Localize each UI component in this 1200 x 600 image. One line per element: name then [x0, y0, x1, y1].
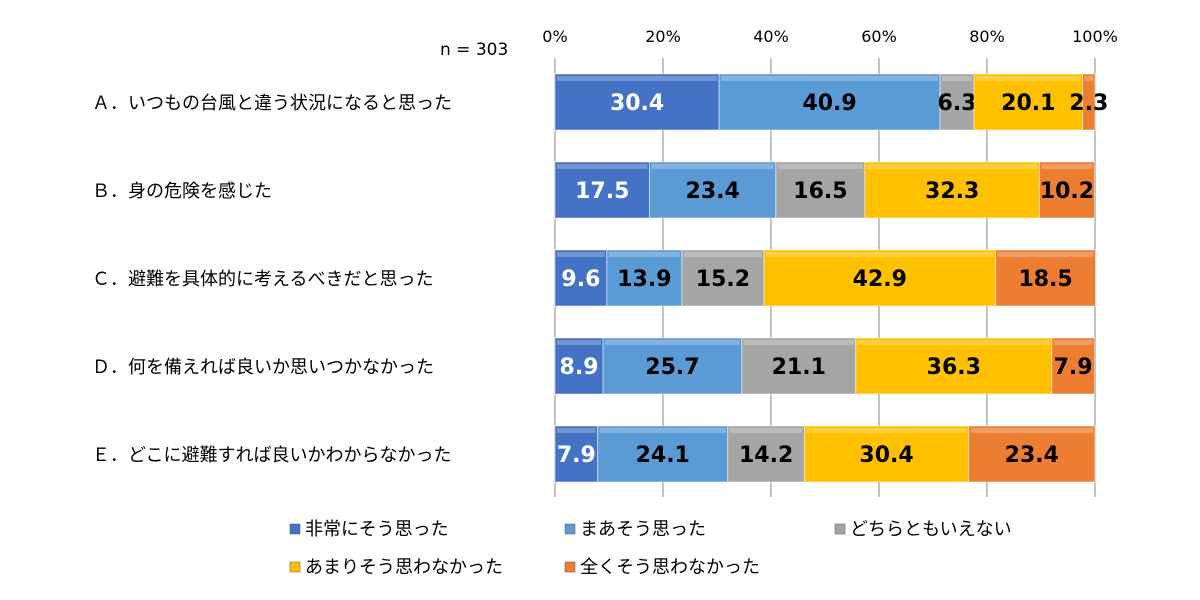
- bar-segment: [554, 73, 720, 131]
- data-label: 25.7: [645, 355, 699, 380]
- bar-segment: [995, 249, 1097, 307]
- data-label: 7.9: [557, 443, 596, 468]
- bar-segment: [554, 337, 604, 395]
- bar-segment: [602, 337, 743, 395]
- bar-segment: [973, 73, 1084, 131]
- bar-segment: [1051, 337, 1095, 395]
- bar-segment: [939, 73, 975, 131]
- legend-label: 全くそう思わなかった: [580, 557, 760, 578]
- legend-label: どちらともいえない: [850, 519, 1012, 540]
- data-label: 30.4: [610, 91, 664, 116]
- bar-bevel: [651, 164, 774, 169]
- data-label: 20.1: [1001, 91, 1055, 116]
- bar-bevel: [942, 76, 973, 81]
- category-label: Ｂ．身の危険を感じた: [92, 181, 272, 202]
- legend-label: まあそう思った: [580, 519, 706, 540]
- bar-bevel: [683, 252, 762, 257]
- bar-segment: [855, 337, 1053, 395]
- data-label: 36.3: [927, 355, 981, 380]
- data-label: 9.6: [561, 267, 600, 292]
- bar-bevel: [857, 340, 1050, 345]
- bar-segment: [1038, 161, 1095, 219]
- x-tick-label: 60%: [861, 27, 897, 46]
- data-label: 7.9: [1054, 355, 1093, 380]
- data-label: 16.5: [793, 179, 847, 204]
- data-label: 13.9: [617, 267, 671, 292]
- data-label: 42.9: [853, 267, 907, 292]
- data-label: 6.3: [938, 91, 977, 116]
- bar-bevel: [765, 252, 994, 257]
- legend-swatch: [564, 523, 576, 535]
- data-label: 14.2: [739, 443, 793, 468]
- bar-bevel: [976, 76, 1081, 81]
- bar-segment: [775, 161, 866, 219]
- bar-segment: [1082, 73, 1096, 131]
- bar-bevel: [557, 340, 602, 345]
- data-label: 21.1: [772, 355, 826, 380]
- data-label: 2.3: [1069, 91, 1108, 116]
- bar-segment: [649, 161, 777, 219]
- bar-segment: [597, 425, 729, 483]
- bar-segment: [763, 249, 997, 307]
- bar-bevel: [557, 428, 596, 433]
- data-label: 32.3: [925, 179, 979, 204]
- category-label: Ｃ．避難を具体的に考えるべきだと思った: [92, 269, 433, 290]
- bar-segment: [681, 249, 765, 307]
- bar-bevel: [997, 252, 1094, 257]
- data-label: 18.5: [1018, 267, 1072, 292]
- bar-segment: [554, 425, 599, 483]
- category-label: Ｅ．どこに避難すれば良いかわからなかった: [92, 445, 451, 466]
- bar-bevel: [1053, 340, 1093, 345]
- bar-bevel: [743, 340, 854, 345]
- bar-segment: [554, 161, 650, 219]
- x-tick-label: 100%: [1072, 27, 1118, 46]
- data-label: 23.4: [686, 179, 740, 204]
- bar-bevel: [608, 252, 680, 257]
- data-label: 40.9: [802, 91, 856, 116]
- bar-segment: [803, 425, 970, 483]
- bar-bevel: [557, 252, 605, 257]
- bar-bevel: [777, 164, 863, 169]
- bar-bevel: [605, 340, 740, 345]
- data-label: 15.2: [696, 267, 750, 292]
- data-label: 23.4: [1005, 443, 1059, 468]
- x-tick-label: 20%: [645, 27, 681, 46]
- legend-swatch: [834, 523, 846, 535]
- legend-swatch: [289, 523, 301, 535]
- bar-bevel: [970, 428, 1093, 433]
- bar-bevel: [806, 428, 967, 433]
- bar-bevel: [866, 164, 1038, 169]
- bar-bevel: [1084, 76, 1093, 81]
- bar-bevel: [599, 428, 726, 433]
- bar-bevel: [557, 76, 718, 81]
- bar-bevel: [729, 428, 803, 433]
- bar-bevel: [1041, 164, 1093, 169]
- sample-size-note: n = 303: [440, 40, 509, 60]
- x-tick-label: 40%: [753, 27, 789, 46]
- bar-segment: [741, 337, 857, 395]
- bar-segment: [864, 161, 1040, 219]
- bar-segment: [554, 249, 608, 307]
- legend-swatch: [564, 561, 576, 573]
- x-tick-label: 0%: [542, 27, 567, 46]
- bar-segment: [718, 73, 941, 131]
- bar-segment: [606, 249, 683, 307]
- data-label: 30.4: [859, 443, 913, 468]
- bar-bevel: [557, 164, 648, 169]
- data-label: 8.9: [560, 355, 599, 380]
- x-tick-label: 80%: [969, 27, 1005, 46]
- legend-label: あまりそう思わなかった: [305, 557, 503, 578]
- data-label: 24.1: [636, 443, 690, 468]
- data-label: 17.5: [575, 179, 629, 204]
- bar-segment: [968, 425, 1096, 483]
- legend-label: 非常にそう思った: [305, 519, 449, 540]
- legend-swatch: [289, 561, 301, 573]
- category-label: Ｄ．何を備えれば良いか思いつかなかった: [92, 357, 434, 378]
- bar-bevel: [721, 76, 939, 81]
- data-label: 10.2: [1040, 179, 1094, 204]
- category-label: Ａ．いつもの台風と違う状況になると思った: [92, 93, 452, 114]
